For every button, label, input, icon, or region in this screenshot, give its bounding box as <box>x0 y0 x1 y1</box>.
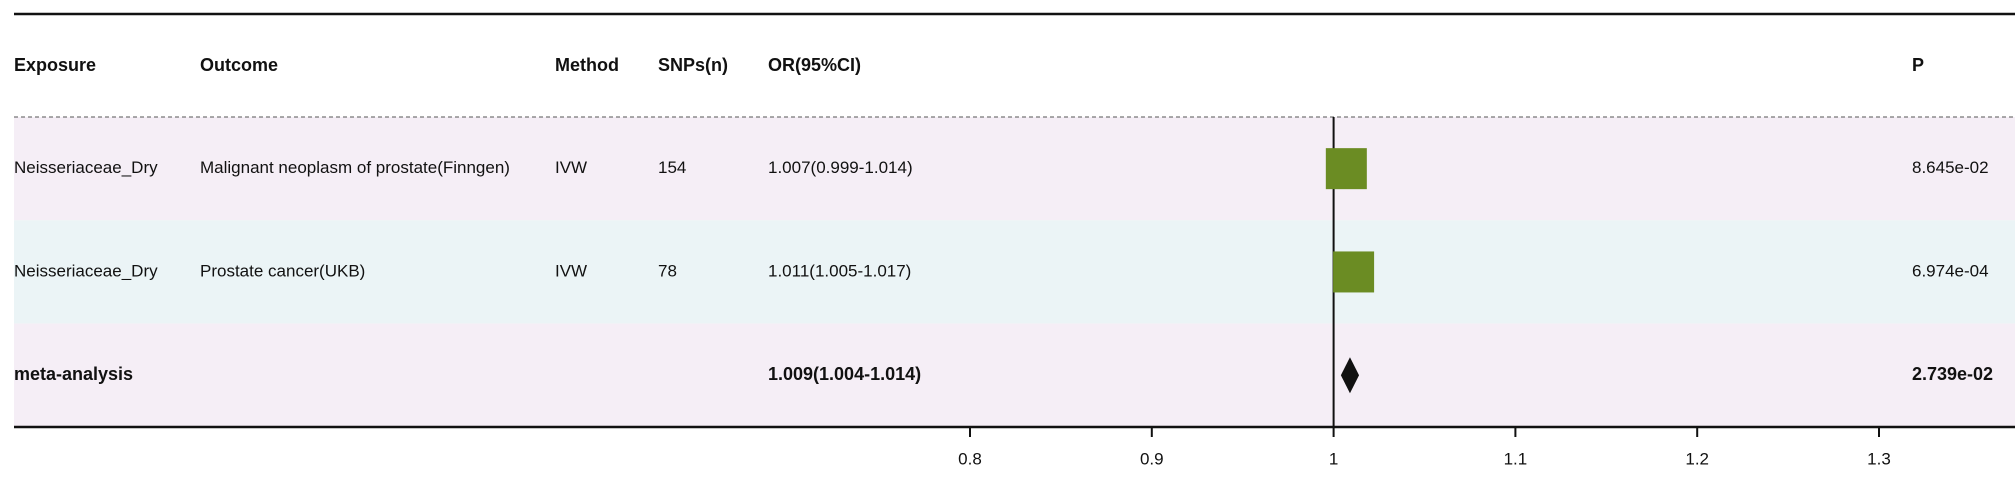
cell-p: 2.739e-02 <box>1912 364 1993 384</box>
row-band <box>14 323 2015 427</box>
header-p: P <box>1912 55 1924 75</box>
cell-snps: 154 <box>658 158 686 177</box>
meta-diamond <box>1340 357 1360 394</box>
cell-p: 6.974e-04 <box>1912 261 1989 280</box>
row-band <box>14 117 2015 221</box>
cell-snps: 78 <box>658 261 677 280</box>
cell-method: IVW <box>555 158 587 177</box>
cell-method: IVW <box>555 261 587 280</box>
cell-outcome: Prostate cancer(UKB) <box>200 261 365 280</box>
header-exposure: Exposure <box>14 55 96 75</box>
header-method: Method <box>555 55 619 75</box>
header-outcome: Outcome <box>200 55 278 75</box>
cell-p: 8.645e-02 <box>1912 158 1989 177</box>
estimate-box <box>1333 251 1375 293</box>
row-band <box>14 220 2015 324</box>
cell-exposure: Neisseriaceae_Dry <box>14 261 158 280</box>
x-tick-label: 0.8 <box>958 449 982 468</box>
cell-or-label: 1.011(1.005-1.017) <box>768 261 911 280</box>
estimate-box <box>1325 148 1367 190</box>
x-tick-label: 1.1 <box>1504 449 1528 468</box>
header-or: OR(95%CI) <box>768 55 861 75</box>
cell-exposure: Neisseriaceae_Dry <box>14 158 158 177</box>
header-snps: SNPs(n) <box>658 55 728 75</box>
cell-exposure: meta-analysis <box>14 364 133 384</box>
x-tick-label: 1.2 <box>1685 449 1709 468</box>
x-tick-label: 0.9 <box>1140 449 1164 468</box>
x-tick-label: 1 <box>1329 449 1338 468</box>
cell-outcome: Malignant neoplasm of prostate(Finngen) <box>200 158 510 177</box>
cell-or-label: 1.007(0.999-1.014) <box>768 158 913 177</box>
cell-or-label: 1.009(1.004-1.014) <box>768 364 921 384</box>
x-tick-label: 1.3 <box>1867 449 1891 468</box>
